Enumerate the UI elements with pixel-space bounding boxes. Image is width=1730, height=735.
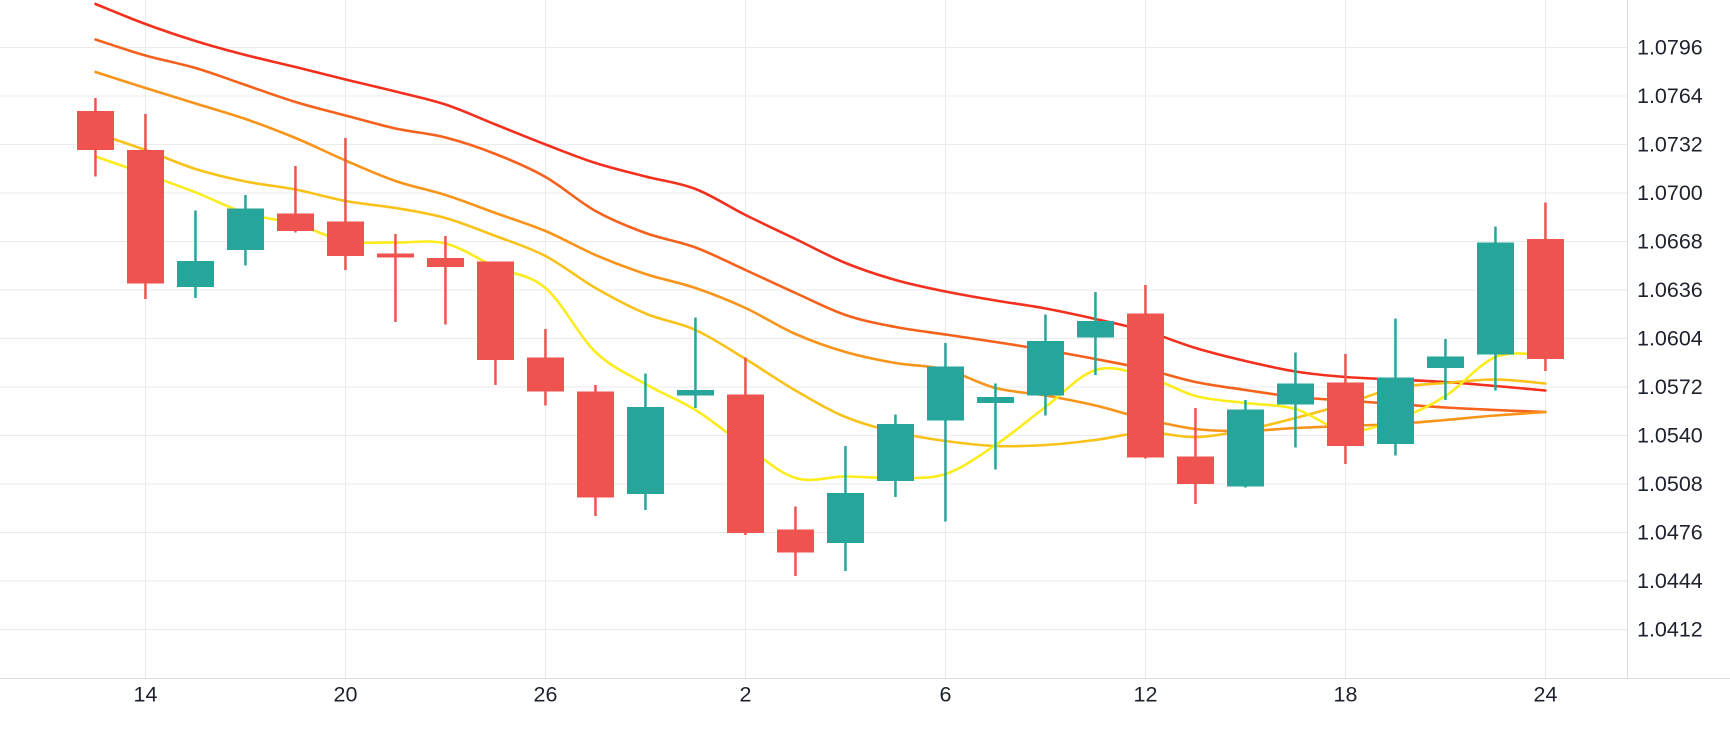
svg-text:14: 14	[134, 683, 158, 707]
svg-text:1.0796: 1.0796	[1637, 36, 1703, 60]
svg-text:1.0732: 1.0732	[1637, 133, 1703, 157]
svg-text:1.0668: 1.0668	[1637, 230, 1703, 254]
svg-text:12: 12	[1134, 683, 1158, 707]
svg-text:1.0572: 1.0572	[1637, 375, 1703, 399]
svg-text:1.0412: 1.0412	[1637, 618, 1703, 642]
svg-text:1.0764: 1.0764	[1637, 84, 1703, 108]
svg-text:26: 26	[534, 683, 558, 707]
svg-text:24: 24	[1534, 683, 1558, 707]
svg-text:20: 20	[334, 683, 358, 707]
svg-text:1.0700: 1.0700	[1637, 181, 1703, 205]
svg-text:1.0636: 1.0636	[1637, 278, 1703, 302]
svg-text:1.0476: 1.0476	[1637, 521, 1703, 545]
svg-text:2: 2	[740, 683, 752, 707]
svg-text:1.0540: 1.0540	[1637, 424, 1703, 448]
svg-text:1.0444: 1.0444	[1637, 569, 1703, 593]
svg-text:1.0604: 1.0604	[1637, 327, 1703, 351]
svg-text:1.0508: 1.0508	[1637, 472, 1703, 496]
svg-text:18: 18	[1334, 683, 1358, 707]
svg-text:6: 6	[940, 683, 952, 707]
